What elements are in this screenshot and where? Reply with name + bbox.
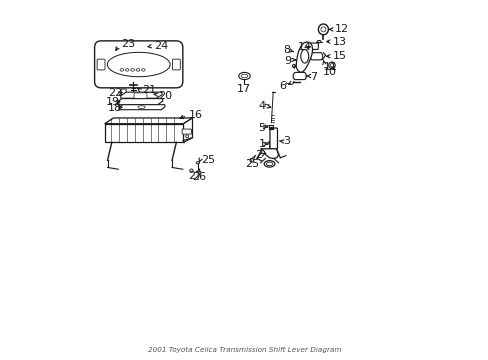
Ellipse shape [185, 135, 188, 138]
Text: 1: 1 [258, 139, 265, 149]
FancyBboxPatch shape [172, 59, 180, 70]
Text: 8: 8 [283, 45, 290, 55]
Text: →: → [263, 141, 269, 147]
Text: 3: 3 [282, 136, 289, 146]
Polygon shape [183, 118, 192, 142]
Text: 7: 7 [309, 72, 317, 82]
FancyBboxPatch shape [134, 93, 147, 99]
Ellipse shape [136, 69, 140, 71]
Ellipse shape [317, 41, 320, 42]
Text: 22: 22 [108, 88, 122, 98]
Polygon shape [121, 92, 162, 98]
Ellipse shape [125, 69, 129, 71]
Text: ←: ← [284, 82, 290, 88]
FancyBboxPatch shape [94, 41, 183, 88]
Ellipse shape [318, 24, 328, 35]
Ellipse shape [142, 69, 145, 71]
FancyBboxPatch shape [309, 43, 318, 49]
Polygon shape [293, 72, 305, 80]
FancyBboxPatch shape [182, 129, 191, 134]
Text: 16: 16 [188, 111, 203, 121]
Text: 12: 12 [334, 24, 348, 35]
Text: 21: 21 [142, 85, 156, 95]
FancyBboxPatch shape [269, 128, 277, 149]
Text: 27: 27 [187, 171, 202, 181]
Text: 4: 4 [258, 102, 265, 112]
Text: 19: 19 [105, 97, 119, 107]
Polygon shape [119, 105, 164, 110]
Ellipse shape [189, 169, 193, 172]
Text: 13: 13 [332, 37, 346, 46]
Polygon shape [104, 124, 183, 142]
Ellipse shape [266, 162, 272, 166]
Ellipse shape [120, 69, 123, 71]
Text: 17: 17 [236, 84, 250, 94]
Ellipse shape [241, 74, 247, 78]
Ellipse shape [138, 106, 145, 109]
Text: 24: 24 [154, 41, 168, 51]
Text: ←: ← [264, 103, 269, 109]
Ellipse shape [131, 69, 134, 71]
FancyBboxPatch shape [121, 89, 126, 95]
Text: 23: 23 [121, 40, 135, 49]
Polygon shape [104, 118, 192, 124]
Text: 18: 18 [107, 103, 122, 113]
Polygon shape [310, 53, 322, 60]
Ellipse shape [264, 161, 274, 167]
Text: 2: 2 [255, 150, 262, 160]
Ellipse shape [249, 158, 253, 162]
Ellipse shape [330, 64, 333, 67]
Polygon shape [260, 149, 278, 158]
Text: 5: 5 [258, 123, 264, 132]
Ellipse shape [238, 72, 250, 80]
Polygon shape [117, 99, 163, 105]
Text: 9: 9 [284, 56, 291, 66]
Text: 20: 20 [158, 91, 171, 101]
Text: 15: 15 [332, 51, 346, 61]
Text: 14: 14 [297, 42, 311, 51]
Text: 2001 Toyota Celica Transmission Shift Lever Diagram: 2001 Toyota Celica Transmission Shift Le… [147, 347, 341, 353]
Text: ←: ← [263, 124, 268, 130]
Text: 11: 11 [323, 62, 337, 72]
FancyBboxPatch shape [97, 59, 105, 70]
Ellipse shape [328, 62, 335, 68]
Text: 10: 10 [322, 67, 336, 77]
Polygon shape [296, 42, 312, 72]
Ellipse shape [300, 49, 308, 63]
Text: 26: 26 [192, 172, 206, 182]
Ellipse shape [292, 64, 295, 68]
Ellipse shape [196, 162, 199, 164]
Text: 6: 6 [279, 81, 286, 91]
Ellipse shape [320, 27, 325, 32]
Text: 25: 25 [244, 159, 259, 169]
Ellipse shape [107, 52, 170, 77]
Text: 25: 25 [201, 155, 214, 165]
